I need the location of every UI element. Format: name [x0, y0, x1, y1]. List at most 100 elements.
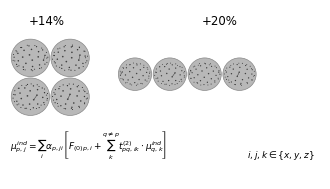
Circle shape	[29, 54, 30, 56]
Circle shape	[13, 98, 14, 99]
Circle shape	[69, 94, 71, 95]
Circle shape	[120, 78, 121, 79]
Circle shape	[242, 79, 243, 80]
Circle shape	[51, 39, 89, 77]
Circle shape	[54, 62, 56, 64]
Circle shape	[126, 64, 127, 65]
Circle shape	[36, 108, 37, 109]
Circle shape	[54, 61, 55, 62]
Circle shape	[133, 67, 134, 68]
Circle shape	[191, 72, 193, 73]
Circle shape	[132, 77, 133, 78]
Circle shape	[86, 98, 87, 99]
Circle shape	[136, 85, 137, 86]
Circle shape	[41, 67, 42, 68]
Circle shape	[190, 78, 191, 79]
Circle shape	[123, 79, 124, 80]
Circle shape	[47, 62, 48, 63]
Circle shape	[149, 72, 150, 73]
Circle shape	[22, 56, 23, 58]
Circle shape	[164, 66, 165, 67]
Circle shape	[158, 81, 159, 82]
Circle shape	[73, 102, 75, 104]
Circle shape	[56, 66, 57, 67]
Circle shape	[239, 71, 240, 73]
Circle shape	[130, 83, 131, 84]
Circle shape	[79, 67, 80, 69]
Circle shape	[63, 46, 65, 47]
Circle shape	[59, 48, 60, 49]
Circle shape	[16, 51, 17, 52]
Circle shape	[166, 64, 167, 65]
Circle shape	[184, 71, 185, 72]
Circle shape	[160, 70, 161, 72]
Circle shape	[189, 74, 190, 75]
Circle shape	[27, 45, 28, 46]
Circle shape	[84, 103, 85, 104]
Circle shape	[27, 95, 28, 97]
Circle shape	[56, 99, 57, 100]
Circle shape	[67, 85, 68, 86]
Circle shape	[18, 88, 19, 89]
Circle shape	[60, 95, 62, 97]
Circle shape	[85, 57, 86, 58]
Circle shape	[21, 47, 22, 48]
Circle shape	[55, 89, 56, 90]
Circle shape	[25, 69, 26, 70]
Circle shape	[194, 77, 195, 78]
Circle shape	[184, 77, 185, 78]
Circle shape	[231, 73, 232, 74]
Circle shape	[33, 99, 35, 101]
Circle shape	[47, 57, 49, 58]
Circle shape	[200, 65, 201, 66]
Circle shape	[251, 68, 252, 69]
Circle shape	[241, 85, 242, 86]
Circle shape	[125, 74, 126, 76]
Circle shape	[134, 82, 135, 83]
Circle shape	[247, 83, 248, 84]
Circle shape	[75, 64, 77, 66]
Circle shape	[31, 49, 32, 50]
Circle shape	[177, 65, 178, 66]
Circle shape	[216, 67, 217, 68]
Circle shape	[147, 67, 148, 68]
Circle shape	[237, 76, 238, 77]
Circle shape	[203, 84, 205, 85]
Circle shape	[20, 47, 21, 48]
Circle shape	[226, 71, 227, 73]
Text: $i, j, k \in \{x, y, z\}$: $i, j, k \in \{x, y, z\}$	[247, 149, 314, 162]
Circle shape	[60, 105, 61, 106]
Circle shape	[11, 78, 49, 115]
Circle shape	[169, 85, 170, 86]
Circle shape	[71, 52, 73, 53]
Circle shape	[78, 106, 80, 107]
Circle shape	[195, 69, 197, 70]
Circle shape	[46, 52, 47, 53]
Circle shape	[37, 103, 39, 105]
Circle shape	[161, 83, 162, 84]
Circle shape	[190, 70, 191, 71]
Circle shape	[41, 48, 42, 49]
Circle shape	[251, 80, 252, 81]
Circle shape	[14, 90, 15, 91]
Circle shape	[206, 67, 207, 68]
Circle shape	[86, 93, 87, 94]
Circle shape	[47, 93, 48, 94]
Circle shape	[36, 94, 38, 96]
Circle shape	[18, 88, 19, 89]
Circle shape	[77, 49, 78, 50]
Circle shape	[44, 104, 45, 105]
Circle shape	[52, 96, 53, 97]
Circle shape	[80, 100, 82, 102]
Circle shape	[61, 64, 62, 66]
Circle shape	[136, 73, 137, 74]
Circle shape	[68, 69, 69, 70]
Circle shape	[118, 58, 151, 90]
Circle shape	[37, 89, 38, 90]
Circle shape	[82, 87, 83, 88]
Circle shape	[125, 82, 126, 83]
Circle shape	[235, 80, 236, 81]
Circle shape	[19, 92, 21, 94]
Circle shape	[251, 79, 252, 80]
Circle shape	[29, 103, 30, 105]
